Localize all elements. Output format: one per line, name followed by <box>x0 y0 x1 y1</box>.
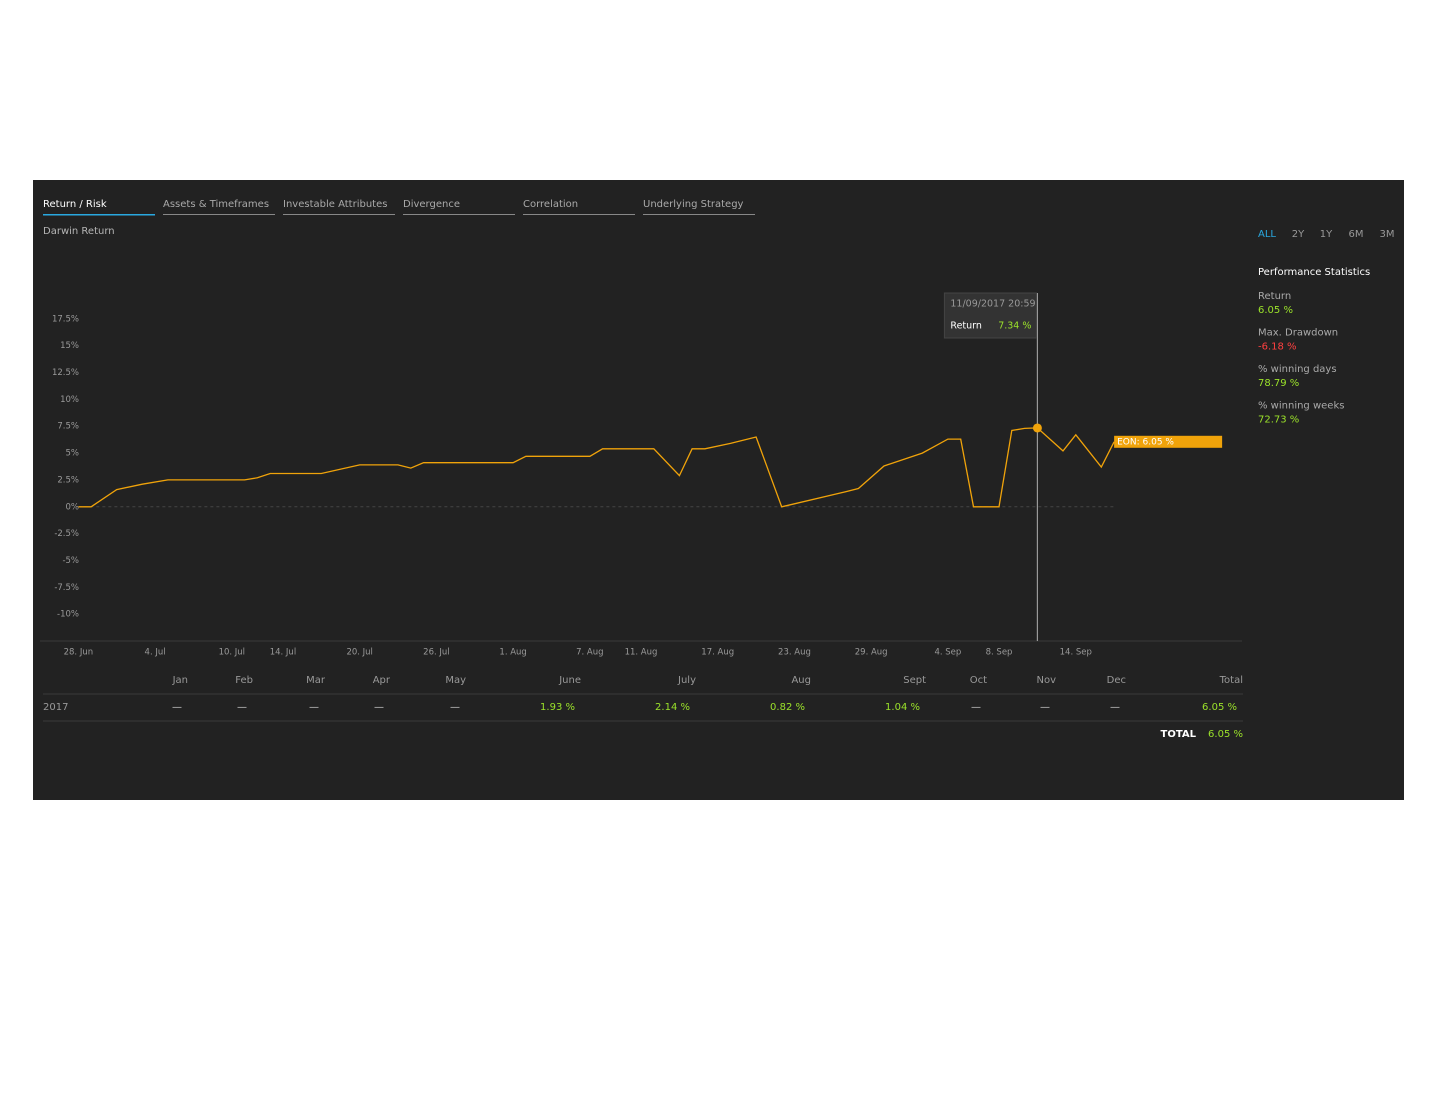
tooltip-value: 7.34 % <box>998 321 1031 332</box>
table-header: Nov <box>1036 675 1056 686</box>
tab[interactable]: Underlying Strategy <box>643 199 744 210</box>
table-cell: — <box>172 702 182 713</box>
tab-underline <box>403 214 515 215</box>
x-tick-label: 20. Jul <box>346 648 372 658</box>
range-button[interactable]: 1Y <box>1320 229 1333 240</box>
y-tick-label: 10% <box>60 395 79 405</box>
table-header: Apr <box>373 675 391 686</box>
tab[interactable]: Divergence <box>403 199 460 210</box>
range-button[interactable]: 3M <box>1380 229 1395 240</box>
line-series <box>78 427 1115 508</box>
stat-value: 78.79 % <box>1258 378 1299 389</box>
x-tick-label: 17. Aug <box>701 648 734 658</box>
end-label-box <box>1114 435 1223 448</box>
y-tick-label: -2.5% <box>54 529 79 539</box>
table-cell: 6.05 % <box>1202 702 1237 713</box>
table-header: Total <box>1219 675 1243 686</box>
x-tick-label: 4. Jul <box>145 648 166 658</box>
y-tick-label: -5% <box>62 556 79 566</box>
table-cell: — <box>237 702 247 713</box>
stat-label: Return <box>1258 291 1291 302</box>
stat-label: Max. Drawdown <box>1258 328 1338 339</box>
table-cell: — <box>1110 702 1120 713</box>
table-header: July <box>677 675 696 686</box>
table-header: Feb <box>235 675 253 686</box>
x-tick-label: 29. Aug <box>855 648 888 658</box>
y-tick-label: -10% <box>57 610 79 620</box>
table-cell: — <box>971 702 981 713</box>
y-tick-label: 2.5% <box>57 475 79 485</box>
tab-underline <box>283 214 395 215</box>
tab[interactable]: Correlation <box>523 199 578 210</box>
table-cell: — <box>1040 702 1050 713</box>
x-tick-label: 23. Aug <box>778 648 811 658</box>
table-header: Jan <box>172 675 188 686</box>
table-header: May <box>445 675 466 686</box>
end-label: EON: 6.05 % <box>1117 437 1174 447</box>
y-tick-label: 7.5% <box>57 422 79 432</box>
range-button[interactable]: ALL <box>1258 229 1276 240</box>
stat-label: % winning weeks <box>1258 401 1344 412</box>
panel <box>33 180 1404 800</box>
total-label: TOTAL <box>1161 729 1197 740</box>
stat-value: 6.05 % <box>1258 305 1293 316</box>
tab[interactable]: Assets & Timeframes <box>163 199 269 210</box>
y-tick-label: -7.5% <box>54 583 79 593</box>
table-header: June <box>558 675 581 686</box>
total-value: 6.05 % <box>1208 729 1243 740</box>
y-tick-label: 0% <box>66 502 80 512</box>
tab-underline <box>523 214 635 215</box>
x-tick-label: 8. Sep <box>986 648 1013 658</box>
table-header: Sept <box>903 675 926 686</box>
stats-title: Performance Statistics <box>1258 267 1370 278</box>
tab-underline <box>163 214 275 215</box>
table-header: Aug <box>791 675 811 686</box>
x-tick-label: 4. Sep <box>934 648 961 658</box>
tab[interactable]: Investable Attributes <box>283 199 387 210</box>
section-label: Darwin Return <box>43 226 115 237</box>
x-tick-label: 28. Jun <box>64 648 94 658</box>
table-header: Oct <box>970 675 987 686</box>
y-tick-label: 17.5% <box>52 314 79 324</box>
table-header: Mar <box>306 675 326 686</box>
y-tick-label: 15% <box>60 341 79 351</box>
table-cell: 2.14 % <box>655 702 690 713</box>
x-tick-label: 11. Aug <box>625 648 658 658</box>
row-label: 2017 <box>43 702 68 713</box>
y-tick-label: 5% <box>66 449 80 459</box>
range-button[interactable]: 2Y <box>1292 229 1305 240</box>
range-button[interactable]: 6M <box>1349 229 1364 240</box>
x-tick-label: 10. Jul <box>219 648 245 658</box>
x-tick-label: 14. Jul <box>270 648 296 658</box>
stat-value: 72.73 % <box>1258 415 1299 426</box>
tooltip-box <box>943 292 1037 339</box>
table-cell: — <box>374 702 384 713</box>
tab[interactable]: Return / Risk <box>43 199 107 210</box>
x-tick-label: 14. Sep <box>1060 648 1092 658</box>
x-tick-label: 26. Jul <box>423 648 449 658</box>
table-cell: — <box>450 702 460 713</box>
table-cell: 0.82 % <box>770 702 805 713</box>
tooltip-date: 11/09/2017 20:59 <box>950 299 1035 310</box>
tab-underline <box>43 214 155 216</box>
x-tick-label: 7. Aug <box>576 648 603 658</box>
y-tick-label: 12.5% <box>52 368 79 378</box>
tab-underline <box>643 214 755 215</box>
tooltip-label: Return <box>950 321 982 332</box>
stat-value: -6.18 % <box>1258 342 1297 353</box>
stat-label: % winning days <box>1258 364 1337 375</box>
table-cell: 1.04 % <box>885 702 920 713</box>
x-tick-label: 1. Aug <box>499 648 526 658</box>
hover-point <box>1032 423 1042 433</box>
table-cell: — <box>309 702 319 713</box>
table-header: Dec <box>1107 675 1126 686</box>
table-cell: 1.93 % <box>540 702 575 713</box>
